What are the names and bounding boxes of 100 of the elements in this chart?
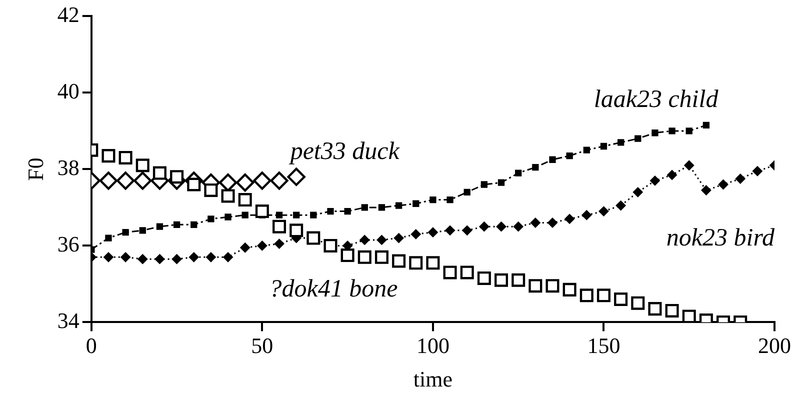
- y-tick-label: 36: [57, 231, 80, 256]
- point: [136, 158, 150, 172]
- point: [686, 128, 692, 134]
- point: [410, 229, 421, 240]
- point: [270, 172, 288, 190]
- point: [344, 208, 351, 215]
- point: [340, 248, 354, 262]
- point: [327, 208, 334, 215]
- point: [103, 252, 114, 262]
- point: [206, 252, 216, 262]
- y-tick-label: 38: [57, 154, 80, 180]
- point: [274, 238, 284, 249]
- y-tick-label: 42: [57, 2, 80, 27]
- point: [310, 212, 317, 218]
- point: [428, 227, 438, 238]
- point: [515, 170, 522, 176]
- point: [596, 288, 610, 302]
- point: [513, 222, 524, 232]
- x-tick-label: 50: [251, 333, 274, 358]
- x-tick-label: 100: [416, 333, 450, 358]
- point: [120, 252, 131, 262]
- point: [702, 122, 710, 129]
- point: [105, 234, 112, 242]
- point: [632, 187, 643, 198]
- point: [600, 142, 608, 150]
- point: [376, 234, 387, 245]
- point: [648, 302, 662, 316]
- point: [496, 222, 506, 232]
- point: [443, 266, 457, 280]
- point: [480, 181, 488, 188]
- point: [667, 170, 678, 180]
- point: [426, 256, 440, 270]
- point: [374, 250, 388, 264]
- point: [152, 166, 166, 180]
- point: [190, 221, 198, 228]
- point: [156, 223, 164, 230]
- point: [257, 240, 268, 251]
- point: [430, 196, 436, 204]
- point: [564, 214, 575, 224]
- point: [361, 204, 368, 211]
- point: [360, 234, 370, 245]
- point: [224, 214, 232, 220]
- point: [668, 128, 676, 134]
- point: [188, 252, 199, 262]
- point: [652, 130, 658, 136]
- point: [139, 227, 146, 234]
- point: [701, 185, 712, 196]
- point: [392, 254, 406, 268]
- point: [494, 273, 508, 287]
- point: [530, 218, 540, 228]
- point: [462, 225, 472, 236]
- point: [549, 156, 556, 163]
- y-tick-label: 40: [57, 78, 80, 104]
- point: [170, 170, 184, 184]
- point: [614, 292, 628, 306]
- point: [546, 279, 560, 293]
- point: [173, 221, 180, 228]
- point: [582, 210, 592, 220]
- point: [665, 304, 679, 318]
- x-tick-label: 150: [587, 333, 620, 358]
- point: [172, 254, 182, 264]
- point: [598, 206, 609, 216]
- x-tick-label: 200: [758, 333, 791, 358]
- point: [276, 212, 283, 218]
- point: [616, 200, 626, 211]
- point: [287, 168, 306, 186]
- point: [378, 204, 386, 211]
- point: [684, 160, 694, 170]
- point: [650, 176, 660, 186]
- point: [718, 180, 728, 190]
- series-label: laak23 child: [594, 86, 719, 114]
- point: [562, 282, 576, 296]
- point: [236, 173, 254, 192]
- point: [134, 172, 152, 190]
- series-label: nok23 bird: [666, 224, 775, 252]
- point: [409, 256, 423, 270]
- point: [566, 152, 573, 160]
- point: [583, 146, 590, 154]
- point: [395, 202, 402, 209]
- point: [290, 224, 304, 238]
- point: [187, 178, 201, 192]
- point: [122, 228, 129, 236]
- point: [102, 149, 116, 163]
- point: [631, 296, 645, 310]
- point: [99, 172, 118, 190]
- point: [547, 218, 558, 228]
- point: [272, 220, 286, 234]
- point: [255, 204, 269, 218]
- point: [253, 172, 272, 190]
- point: [394, 233, 404, 244]
- point: [412, 200, 420, 207]
- point: [532, 164, 539, 171]
- point: [293, 212, 300, 218]
- point: [477, 271, 491, 285]
- point: [116, 172, 135, 190]
- x-axis-title: time: [413, 366, 453, 392]
- y-axis-title: F0: [22, 158, 48, 181]
- x-tick-label: 0: [86, 333, 97, 358]
- point: [221, 189, 235, 203]
- point: [528, 279, 542, 293]
